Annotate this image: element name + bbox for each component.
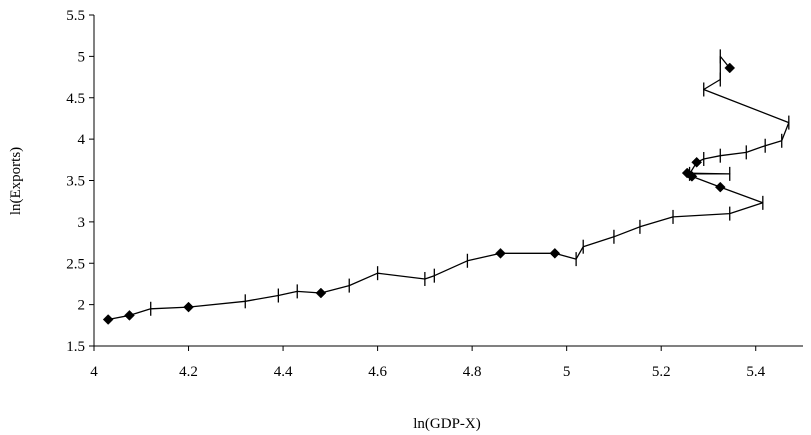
x-tick-label: 5 <box>563 364 571 380</box>
chart-axes <box>93 15 803 347</box>
y-tick-label: 4.5 <box>66 91 85 107</box>
y-axis-ticks: 1.5 2 2.5 3 3.5 4 4.5 5 5.5 <box>66 8 94 355</box>
x-axis-ticks: 4 4.2 4.4 4.6 4.8 5 5.2 5.4 <box>90 346 766 380</box>
series-line <box>108 55 790 321</box>
x-tick-label: 4 <box>90 364 98 380</box>
diamond-marker <box>102 314 114 325</box>
y-tick-label: 3 <box>78 215 86 231</box>
diamond-marker <box>315 287 327 299</box>
x-tick-label: 4.2 <box>179 364 198 380</box>
y-tick-label: 1.5 <box>66 339 85 355</box>
diamond-marker <box>183 301 194 313</box>
y-tick-label: 2 <box>78 298 86 314</box>
diamond-marker <box>495 247 506 259</box>
x-tick-label: 4.8 <box>463 364 482 380</box>
diamond-marker <box>724 62 736 74</box>
x-tick-label: 4.6 <box>368 364 387 380</box>
x-tick-label: 5.2 <box>652 364 671 380</box>
data-series <box>102 49 790 325</box>
diamond-marker <box>549 247 561 259</box>
x-tick-label: 5.4 <box>746 364 765 380</box>
diamond-marker <box>714 181 726 193</box>
x-tick-label: 4.4 <box>274 364 293 380</box>
y-tick-label: 5.5 <box>66 8 85 24</box>
diamond-marker <box>124 310 135 321</box>
y-tick-label: 3.5 <box>66 174 85 190</box>
y-tick-label: 5 <box>78 49 86 65</box>
x-axis-title: ln(GDP-X) <box>413 416 481 432</box>
y-axis-title: ln(Exports) <box>8 147 24 215</box>
diamond-marker <box>691 156 703 168</box>
y-tick-label: 4 <box>78 132 86 148</box>
y-tick-label: 2.5 <box>66 256 85 272</box>
